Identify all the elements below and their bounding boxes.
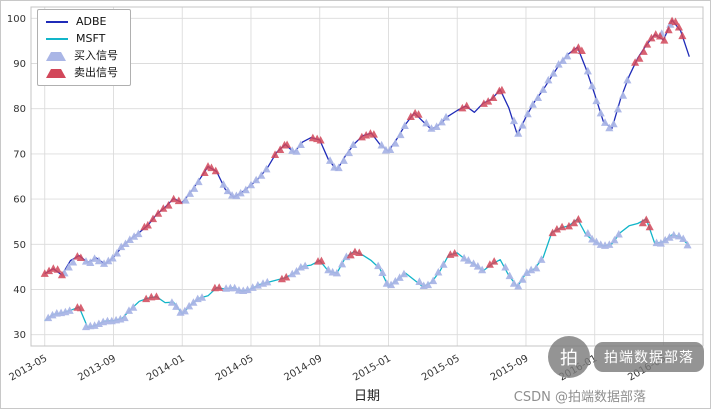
sell-signal-markers <box>40 16 687 312</box>
plot-area <box>31 7 703 346</box>
legend-item-1: MSFT <box>46 33 118 45</box>
watermark-logo-icon: 拍 <box>548 336 590 378</box>
svg-text:30: 30 <box>13 330 26 341</box>
svg-text:60: 60 <box>13 195 26 206</box>
svg-text:90: 90 <box>13 59 26 70</box>
svg-text:40: 40 <box>13 285 26 296</box>
watermark-logo-text: 拍端数据部落 <box>594 342 704 372</box>
svg-text:100: 100 <box>7 14 26 25</box>
svg-text:50: 50 <box>13 240 26 251</box>
watermark-credit: CSDN @拍端数据部落 <box>513 390 646 405</box>
svg-text:2015-01: 2015-01 <box>351 353 393 383</box>
y-tick-labels: 30 40 50 60 70 80 90 100 <box>7 14 26 341</box>
legend-line-swatch <box>46 38 68 40</box>
svg-text:2015-09: 2015-09 <box>489 353 531 383</box>
svg-text:70: 70 <box>13 149 26 160</box>
legend-label: 卖出信号 <box>74 66 118 79</box>
svg-text:2015-05: 2015-05 <box>420 353 462 383</box>
legend-item-2: 买入信号 <box>46 50 118 62</box>
legend: ADBE MSFT 买入信号卖出信号 <box>37 9 131 86</box>
svg-text:80: 80 <box>13 104 26 115</box>
legend-label: MSFT <box>76 32 106 45</box>
svg-text:2014-01: 2014-01 <box>145 353 187 383</box>
legend-line-swatch <box>46 21 68 23</box>
plot-border <box>30 6 704 347</box>
legend-marker-icon <box>46 68 66 78</box>
legend-label: ADBE <box>76 15 107 28</box>
legend-marker-icon <box>46 51 66 61</box>
svg-text:2013-05: 2013-05 <box>8 353 50 383</box>
buy-signal-markers <box>44 20 692 331</box>
svg-text:2014-05: 2014-05 <box>214 353 256 383</box>
watermark-logo: 拍 拍端数据部落 <box>548 336 704 378</box>
legend-item-0: ADBE <box>46 16 118 28</box>
svg-text:2013-09: 2013-09 <box>76 353 118 383</box>
legend-item-3: 卖出信号 <box>46 67 118 79</box>
x-axis-label: 日期 <box>354 389 380 404</box>
svg-text:2014-09: 2014-09 <box>283 353 325 383</box>
legend-label: 买入信号 <box>74 49 118 62</box>
